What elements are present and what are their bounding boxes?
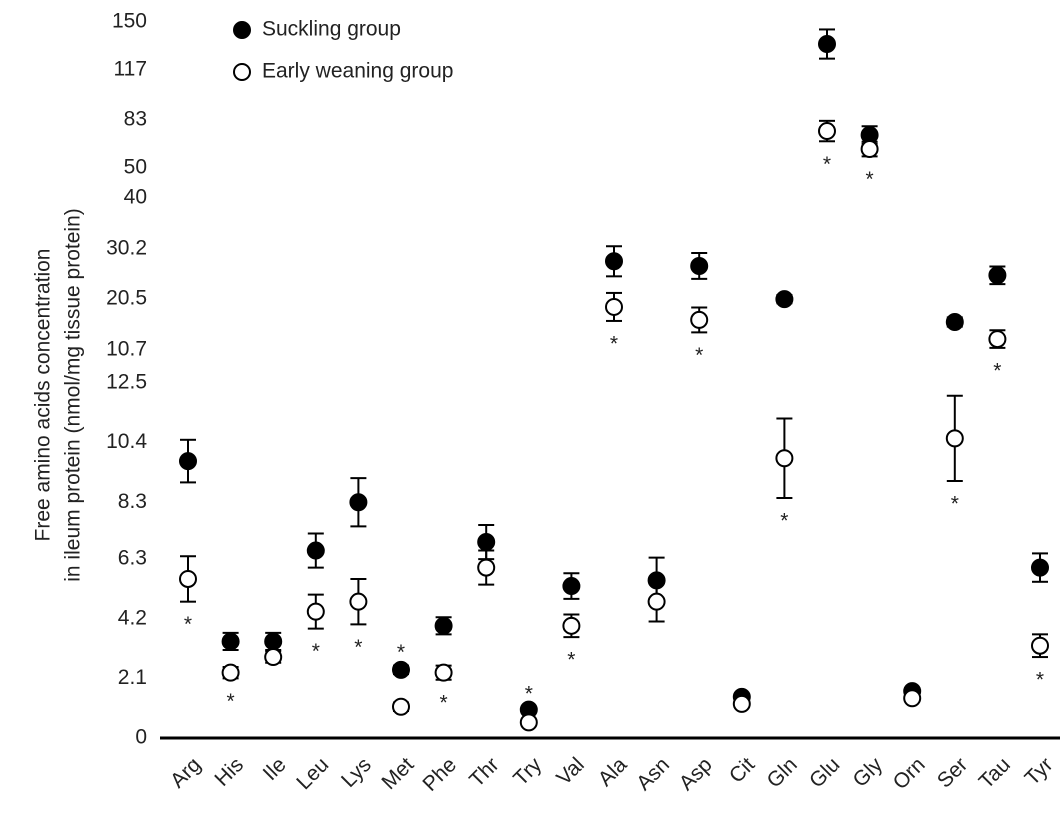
x-tick-label: Ile	[259, 753, 291, 785]
y-tick-label: 40	[124, 186, 147, 209]
y-tick-label: 20.5	[106, 287, 147, 310]
x-tick-label: His	[210, 753, 248, 791]
x-tick-label: Leu	[292, 753, 333, 794]
point	[818, 35, 836, 54]
y-tick-label: 10.4	[106, 430, 147, 453]
point	[903, 689, 922, 708]
point	[1031, 636, 1049, 655]
point	[349, 493, 368, 512]
significance-mark: *	[567, 649, 575, 672]
y-axis-title: Free amino acids concentration in ileum …	[32, 208, 85, 582]
y-tick-label: 2.1	[118, 666, 147, 689]
point	[179, 569, 197, 588]
point	[775, 449, 794, 468]
legend-marker	[233, 21, 251, 39]
point	[434, 616, 453, 635]
point	[221, 632, 240, 651]
point	[860, 140, 879, 159]
y-axis-title-line: Free amino acids concentration	[32, 249, 55, 542]
significance-mark: *	[993, 359, 1001, 382]
significance-mark: *	[354, 636, 362, 659]
y-axis-title-line: in ileum protein (nmol/mg tissue protein…	[62, 208, 85, 582]
point	[690, 310, 709, 329]
point	[605, 252, 623, 271]
significance-mark: *	[951, 493, 959, 516]
y-tick-label: 10.7	[106, 338, 147, 361]
x-tick-label: Val	[552, 753, 589, 790]
point	[732, 694, 751, 713]
point	[306, 602, 325, 621]
point	[221, 663, 240, 682]
y-tick-label: 117	[114, 58, 147, 81]
y-tick-label: 0	[135, 726, 147, 749]
significance-mark: *	[695, 344, 703, 367]
x-tick-label: Met	[377, 753, 418, 794]
legend-marker	[233, 63, 251, 81]
x-tick-label: Lys	[337, 753, 376, 792]
point	[179, 452, 197, 471]
y-tick-label: 50	[124, 156, 147, 179]
significance-mark: *	[1036, 669, 1044, 692]
legend-label: Suckling group	[262, 18, 401, 41]
y-tick-label: 4.2	[118, 606, 147, 629]
point	[1031, 558, 1049, 577]
significance-mark: *	[610, 332, 618, 355]
significance-mark: *	[440, 691, 448, 714]
significance-mark: *	[866, 168, 874, 191]
point	[988, 330, 1007, 349]
point	[264, 648, 283, 667]
point	[306, 541, 325, 560]
x-tick-label: Cit	[725, 753, 760, 788]
significance-mark: *	[823, 153, 831, 176]
point	[647, 592, 666, 611]
point	[562, 577, 581, 596]
x-tick-label: Asn	[632, 753, 674, 795]
x-tick-label: Tyr	[1021, 753, 1058, 790]
x-tick-label: Tau	[975, 753, 1015, 793]
y-tick-label: 83	[124, 107, 147, 130]
x-tick-label: Asp	[675, 753, 717, 795]
x-tick-label: Ser	[933, 753, 972, 792]
point	[392, 697, 410, 716]
point	[349, 592, 368, 611]
point	[945, 429, 964, 448]
x-tick-label: Gln	[762, 753, 801, 792]
point	[818, 122, 836, 141]
x-tick-label: Arg	[166, 753, 205, 792]
point	[945, 312, 964, 331]
significance-mark: *	[397, 641, 405, 664]
x-tick-label: Ala	[594, 753, 632, 791]
point	[988, 266, 1007, 285]
point	[477, 533, 496, 552]
point	[605, 297, 623, 316]
x-tick-label: Phe	[418, 753, 461, 796]
point	[477, 558, 496, 577]
x-tick-label: Try	[509, 753, 547, 791]
significance-mark: *	[780, 510, 788, 533]
point	[690, 256, 709, 275]
x-tick-label: Glu	[805, 753, 844, 792]
point	[434, 663, 453, 682]
y-tick-label: 6.3	[118, 547, 147, 570]
point	[519, 713, 538, 732]
y-tick-label: 150	[112, 10, 147, 33]
point	[562, 616, 581, 635]
point	[392, 660, 410, 679]
x-tick-label: Thr	[465, 753, 504, 792]
significance-mark: *	[227, 690, 235, 713]
y-tick-label: 30.2	[106, 236, 147, 259]
legend-label: Early weaning group	[262, 60, 453, 83]
significance-mark: *	[312, 640, 320, 663]
point	[775, 290, 794, 309]
y-tick-label: 12.5	[106, 371, 147, 394]
x-tick-label: Orn	[889, 753, 930, 794]
y-tick-label: 8.3	[118, 490, 147, 513]
significance-mark: *	[525, 682, 533, 705]
point	[264, 632, 283, 651]
significance-mark: *	[184, 613, 192, 636]
x-tick-label: Gly	[849, 753, 888, 792]
